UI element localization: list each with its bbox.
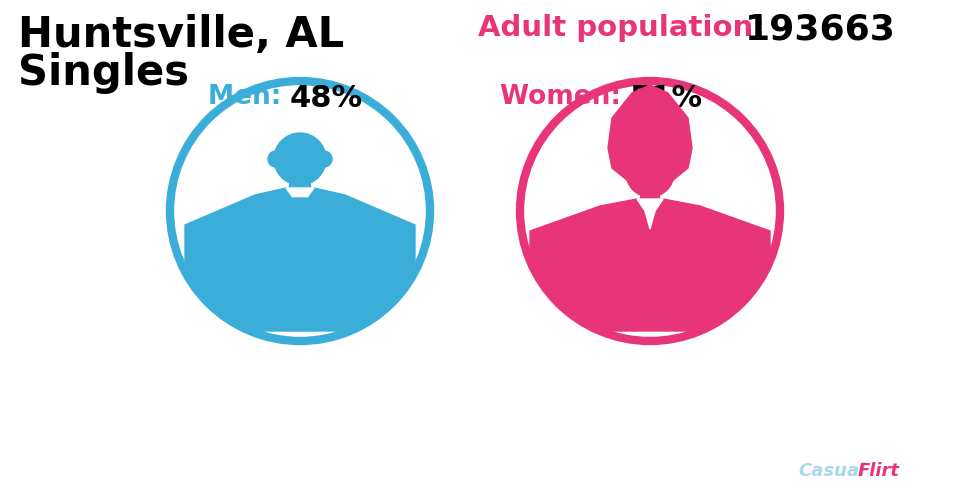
- Text: 48%: 48%: [290, 84, 363, 113]
- Circle shape: [268, 152, 284, 168]
- Polygon shape: [185, 188, 415, 331]
- Text: Women:: Women:: [500, 84, 630, 110]
- Text: Casual: Casual: [798, 461, 865, 479]
- Polygon shape: [639, 193, 661, 213]
- Text: Men:: Men:: [207, 84, 290, 110]
- Polygon shape: [286, 188, 314, 222]
- Text: Singles: Singles: [18, 52, 189, 94]
- Polygon shape: [288, 181, 312, 203]
- Polygon shape: [637, 199, 663, 229]
- Text: Huntsville, AL: Huntsville, AL: [18, 14, 345, 56]
- Polygon shape: [291, 198, 309, 242]
- Circle shape: [274, 134, 326, 186]
- Polygon shape: [530, 199, 770, 331]
- Circle shape: [626, 150, 674, 197]
- Text: Adult population:: Adult population:: [478, 14, 765, 42]
- Polygon shape: [608, 86, 692, 182]
- Text: 51%: 51%: [630, 84, 703, 113]
- Text: Flirt: Flirt: [858, 461, 900, 479]
- Text: 193663: 193663: [745, 12, 896, 46]
- Circle shape: [316, 152, 332, 168]
